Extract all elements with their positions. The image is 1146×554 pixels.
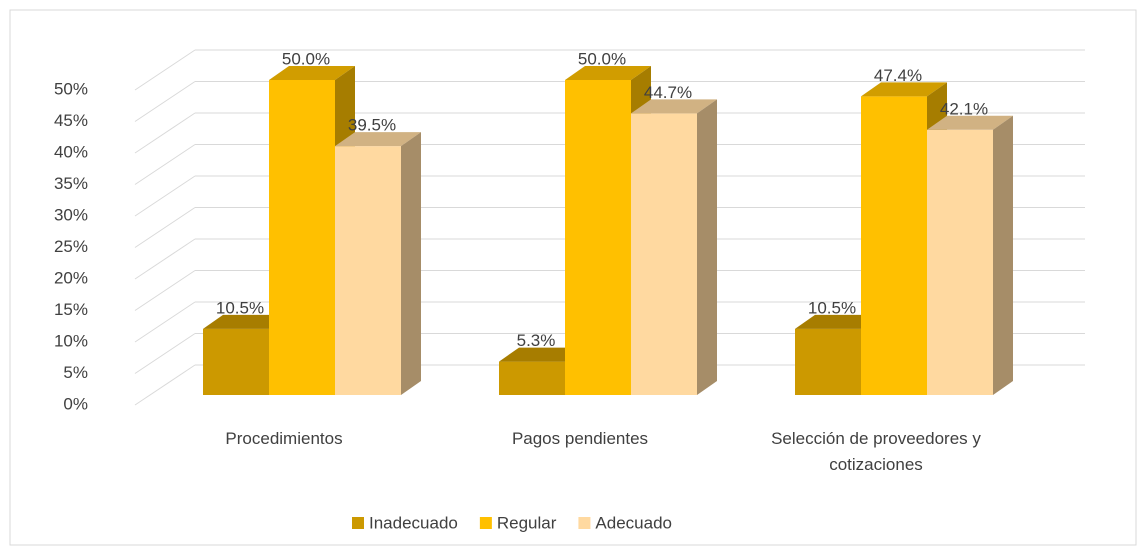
- data-label: 42.1%: [940, 99, 988, 118]
- bar-side: [401, 132, 421, 395]
- side-grid-line: [134, 270, 196, 311]
- legend-label: Inadecuado: [369, 513, 458, 532]
- side-grid-line: [134, 207, 196, 248]
- y-tick-label: 30%: [54, 205, 88, 224]
- data-label: 50.0%: [578, 49, 626, 68]
- bar-front: [499, 361, 565, 395]
- bar-front: [927, 129, 993, 395]
- x-tick-label: Procedimientos: [225, 429, 343, 448]
- side-grid-line: [134, 238, 196, 280]
- bar-side: [993, 115, 1013, 396]
- data-label: 10.5%: [808, 298, 856, 317]
- bar-top: [499, 347, 585, 362]
- bar-top: [335, 132, 421, 147]
- bar-top: [861, 82, 947, 97]
- side-grid-line: [134, 333, 196, 374]
- data-label: 39.5%: [348, 116, 396, 135]
- bar-front: [203, 328, 269, 395]
- bar-top: [927, 115, 1013, 130]
- bar-front: [861, 96, 927, 395]
- y-tick-label: 0%: [63, 394, 88, 413]
- side-grid-line: [134, 49, 196, 91]
- x-tick-label: Selección de proveedores y cotizaciones: [771, 429, 981, 474]
- bar-front: [565, 80, 631, 395]
- bar-top: [565, 66, 651, 80]
- legend-label: Regular: [497, 513, 557, 532]
- bar-side: [697, 99, 717, 395]
- legend-swatch: [479, 517, 492, 529]
- y-tick-label: 50%: [54, 79, 88, 98]
- x-tick-label: Pagos pendientes: [511, 429, 649, 448]
- bar-top: [269, 66, 355, 80]
- bar-front: [269, 80, 335, 395]
- data-label: 50.0%: [282, 49, 330, 68]
- side-grid-line: [134, 175, 196, 217]
- side-grid-line: [134, 364, 196, 406]
- data-label: 47.4%: [874, 66, 922, 85]
- y-tick-label: 15%: [54, 300, 88, 319]
- bar-top: [203, 314, 289, 329]
- legend-label: Adecuado: [595, 513, 672, 532]
- side-grid-line: [134, 144, 196, 185]
- bar-top: [631, 99, 717, 114]
- side-grid-line: [134, 81, 196, 122]
- bar-top: [795, 314, 881, 329]
- y-tick-label: 25%: [54, 237, 88, 256]
- bar-front: [631, 113, 697, 395]
- y-tick-label: 45%: [54, 111, 88, 130]
- data-label: 5.3%: [517, 331, 556, 350]
- legend-swatch: [352, 517, 364, 529]
- side-grid-line: [134, 301, 196, 343]
- y-tick-label: 35%: [54, 174, 88, 193]
- side-grid-line: [134, 112, 196, 154]
- legend-swatch: [578, 517, 591, 529]
- bar-front: [335, 146, 401, 395]
- y-tick-label: 10%: [54, 331, 88, 350]
- y-tick-label: 40%: [54, 142, 88, 161]
- y-tick-label: 20%: [54, 268, 88, 287]
- bar-front: [795, 328, 861, 395]
- data-label: 44.7%: [644, 83, 692, 102]
- y-tick-label: 5%: [63, 363, 88, 382]
- data-label: 10.5%: [216, 298, 264, 317]
